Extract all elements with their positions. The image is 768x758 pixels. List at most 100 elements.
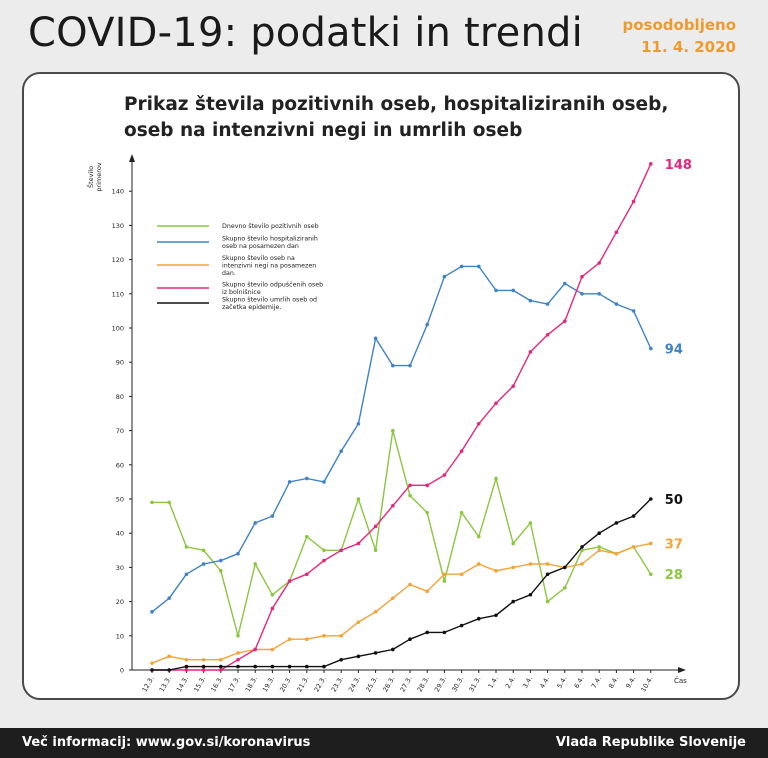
data-point-0 [459,510,464,515]
data-point-3 [391,504,395,508]
data-point-3 [631,199,636,204]
data-point-0 [494,476,498,481]
data-point-1 [356,421,361,426]
x-tick-label: 4.4. [538,675,551,690]
data-point-3 [408,483,412,488]
data-point-1 [631,309,636,313]
data-point-3 [494,401,498,406]
data-point-2 [356,620,361,624]
x-tick-label: 17.3. [227,675,242,693]
data-point-1 [339,449,344,453]
data-point-3 [425,483,430,488]
data-point-0 [442,579,447,583]
y-tick-label: 70 [116,427,124,435]
x-tick-label: 26.3. [381,675,396,693]
x-tick-label: 10.4. [639,675,654,693]
x-tick-label: 13.3. [158,675,173,693]
data-point-4 [494,613,498,618]
x-tick-label: 9.4. [624,675,637,690]
data-point-2 [201,657,206,662]
legend-label-0: Dnevno število pozitivnih oseb [222,222,319,230]
data-point-4 [563,565,567,570]
data-point-3 [184,668,189,672]
x-tick-label: 12.3. [141,675,156,693]
x-tick-label: 8.4. [607,675,620,690]
updated-date: 11. 4. 2020 [641,38,736,56]
series-line-1 [151,265,652,613]
data-point-0 [236,634,240,638]
data-point-1 [373,336,378,341]
data-point-3 [287,579,292,583]
end-value-label-3: 148 [665,158,692,173]
y-tick-label: 30 [116,564,124,572]
y-tick-label: 110 [112,290,124,298]
data-point-1 [649,346,653,351]
y-tick-label: 50 [116,496,124,504]
data-point-2 [270,647,275,652]
data-point-0 [373,548,378,553]
data-point-3 [219,668,223,672]
data-point-0 [253,562,257,566]
y-axis-arrow [129,154,135,162]
data-point-2 [649,541,653,546]
data-point-0 [580,548,584,553]
data-point-2 [322,634,326,638]
y-tick-label: 60 [116,461,124,469]
data-point-4 [253,664,257,669]
x-axis-label: Čas [674,676,687,685]
data-point-1 [597,292,601,296]
footer-info-link[interactable]: Več informacij: www.gov.si/koronavirus [22,735,311,750]
data-point-4 [614,521,619,525]
y-tick-label: 90 [116,359,124,367]
data-point-4 [270,664,275,669]
data-point-4 [545,572,550,577]
data-point-3 [614,230,619,235]
data-point-3 [339,548,344,553]
data-point-4 [287,664,292,669]
data-point-2 [459,572,464,577]
data-point-3 [528,350,533,354]
updated-label: posodobljeno [622,16,737,34]
data-point-2 [494,569,498,573]
x-tick-label: 31.3. [467,675,482,693]
data-point-0 [408,493,412,498]
data-point-2 [597,548,601,553]
x-tick-label: 15.3. [192,675,207,693]
data-point-4 [408,637,412,642]
data-point-2 [236,651,240,655]
data-point-2 [184,657,189,662]
data-point-1 [201,562,206,566]
end-value-label-0: 28 [665,568,683,583]
series-line-4 [152,498,652,671]
data-point-2 [373,610,378,614]
update-info: posodobljeno 11. 4. 2020 [623,14,737,58]
data-point-0 [184,545,189,549]
data-point-1 [184,572,189,577]
data-point-4 [339,657,344,662]
data-point-2 [614,551,619,556]
data-point-0 [305,534,309,539]
legend-label-2: Skupno število oseb na intenzivni negi na… [222,254,316,277]
data-point-3 [270,606,275,611]
data-point-2 [425,589,430,594]
legend-label-4: Skupno število umrlih oseb od začetka epi… [222,296,317,312]
data-point-4 [219,664,223,669]
data-point-3 [511,384,515,388]
data-point-4 [356,654,361,659]
x-tick-label: 1.4. [487,675,500,690]
data-point-1 [150,610,154,614]
data-point-0 [563,586,567,590]
data-point-4 [184,664,189,669]
end-value-label-4: 50 [665,493,683,508]
data-point-2 [442,572,447,577]
data-point-2 [528,562,533,566]
data-point-4 [167,668,171,672]
x-tick-label: 18.3. [244,675,259,693]
data-point-4 [322,664,326,669]
data-point-1 [253,521,257,525]
data-point-3 [442,473,447,477]
x-tick-label: 30.3. [450,675,465,693]
series-line-2 [151,542,651,664]
y-tick-label: 140 [112,188,124,196]
data-point-2 [339,634,344,638]
